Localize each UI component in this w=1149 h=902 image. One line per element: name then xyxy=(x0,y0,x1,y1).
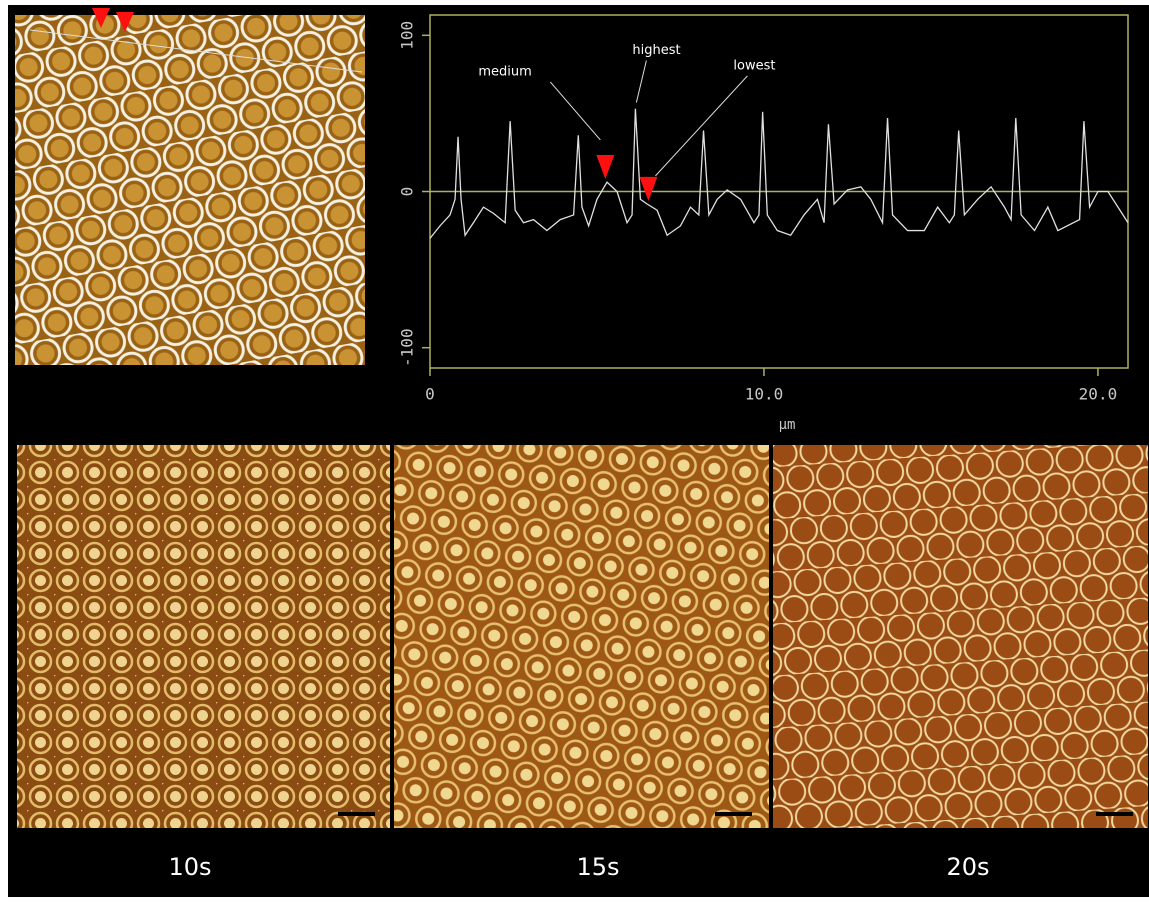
afm-image-10s xyxy=(17,445,390,828)
marker-triangle xyxy=(92,8,110,28)
x-tick-label: 20.0 xyxy=(1079,385,1118,404)
afm-image-top xyxy=(15,15,365,365)
afm-image-20s xyxy=(773,445,1148,828)
annotation-leader xyxy=(655,75,748,177)
x-tick-label: 0 xyxy=(425,385,435,404)
marker xyxy=(596,155,615,180)
annotation: highest xyxy=(632,43,680,58)
marker xyxy=(639,176,658,201)
annotation-leader xyxy=(549,81,601,141)
panel-label: 10s xyxy=(168,853,211,881)
y-tick-label: -100 xyxy=(398,328,417,367)
profile-line xyxy=(29,29,363,73)
y-tick-label: 0 xyxy=(398,187,417,197)
annotation: medium xyxy=(478,64,531,79)
afm-image-15s xyxy=(394,445,769,828)
x-tick-label: 10.0 xyxy=(745,385,784,404)
annotation: lowest xyxy=(733,58,775,73)
x-axis-label: µm xyxy=(779,417,796,433)
panel-label: 15s xyxy=(576,853,619,881)
panel-label: 20s xyxy=(946,853,989,881)
annotation-leader xyxy=(635,60,647,103)
profile-line xyxy=(429,108,1129,239)
y-tick-label: 100 xyxy=(398,21,417,50)
marker-triangle xyxy=(116,12,134,32)
